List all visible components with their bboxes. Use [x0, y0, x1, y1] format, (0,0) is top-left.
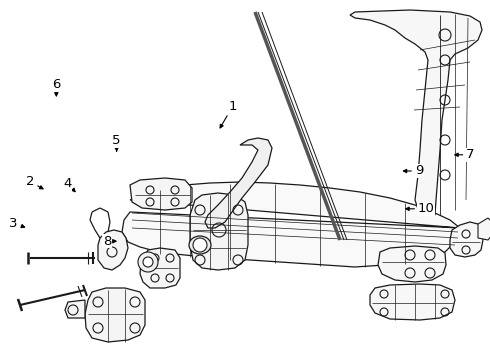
Polygon shape: [140, 248, 180, 288]
Text: 10: 10: [406, 202, 435, 215]
Circle shape: [138, 252, 158, 272]
Polygon shape: [450, 222, 483, 257]
Polygon shape: [370, 284, 455, 320]
Polygon shape: [122, 182, 460, 267]
Text: 3: 3: [9, 217, 24, 230]
Ellipse shape: [189, 236, 211, 254]
Text: 4: 4: [63, 177, 75, 192]
Text: 1: 1: [220, 100, 237, 128]
Circle shape: [193, 238, 207, 252]
Polygon shape: [65, 300, 85, 318]
Polygon shape: [98, 230, 128, 270]
Polygon shape: [85, 288, 145, 342]
Text: 7: 7: [455, 148, 475, 161]
Text: 9: 9: [403, 165, 423, 177]
Text: 8: 8: [102, 235, 116, 248]
Polygon shape: [205, 138, 272, 228]
Polygon shape: [350, 10, 482, 215]
Text: 6: 6: [52, 78, 61, 96]
Circle shape: [143, 257, 153, 267]
Polygon shape: [190, 193, 248, 270]
Polygon shape: [478, 218, 490, 240]
Text: 2: 2: [26, 175, 43, 189]
Polygon shape: [378, 246, 446, 282]
Text: 5: 5: [112, 134, 121, 151]
Polygon shape: [130, 178, 192, 210]
